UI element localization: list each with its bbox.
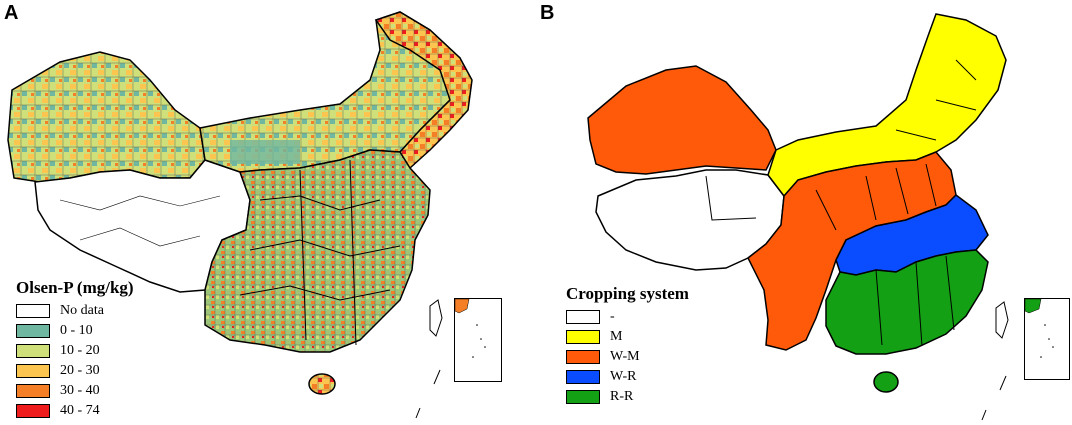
south-china-sea-inset	[1024, 298, 1070, 380]
legend-label: -	[610, 309, 615, 324]
legend-swatch	[566, 330, 600, 344]
legend-label: 30 - 40	[60, 383, 100, 398]
legend-item: R-R	[566, 387, 689, 407]
legend-label: W-M	[610, 349, 640, 364]
legend-label: No data	[60, 303, 104, 318]
panel-a-letter: A	[4, 2, 19, 24]
legend-olsen-p: Olsen-P (mg/kg) No data 0 - 10 10 - 20 2…	[16, 278, 134, 421]
legend-label: R-R	[610, 389, 634, 404]
legend-label: 10 - 20	[60, 343, 100, 358]
legend-swatch	[16, 364, 50, 378]
legend-label: 20 - 30	[60, 363, 100, 378]
legend-swatch	[566, 370, 600, 384]
region-central	[204, 149, 431, 353]
legend-swatch	[16, 384, 50, 398]
hainan-island	[873, 371, 899, 393]
legend-cropping-system: Cropping system - M W-M W-R R-R	[566, 284, 689, 407]
legend-item: W-M	[566, 347, 689, 367]
legend-title: Cropping system	[566, 284, 689, 303]
cropping-system-map	[587, 13, 1009, 421]
hainan-island	[308, 373, 336, 395]
legend-item: 30 - 40	[16, 381, 134, 401]
legend-label: 40 - 74	[60, 403, 100, 418]
legend-swatch	[16, 304, 50, 318]
legend-title: Olsen-P (mg/kg)	[16, 278, 134, 297]
panel-b: B Cropping system - M W-M	[536, 0, 1072, 425]
legend-swatch	[566, 350, 600, 364]
legend-swatch	[16, 344, 50, 358]
region-northwest	[7, 51, 206, 183]
panel-a: A	[4, 2, 502, 421]
legend-label: M	[610, 329, 623, 344]
taiwan-island	[429, 299, 443, 337]
legend-item: 20 - 30	[16, 361, 134, 381]
legend-swatch	[566, 310, 600, 324]
legend-item: 40 - 74	[16, 401, 134, 421]
legend-swatch	[16, 324, 50, 338]
panel-b-letter: B	[540, 2, 555, 24]
legend-item: -	[566, 307, 689, 327]
legend-item: M	[566, 327, 689, 347]
legend-label: W-R	[610, 369, 637, 384]
legend-swatch	[16, 404, 50, 418]
legend-label: 0 - 10	[60, 323, 93, 338]
region-rr	[825, 249, 989, 355]
taiwan-island	[995, 301, 1009, 339]
legend-item: W-R	[566, 367, 689, 387]
legend-item: 10 - 20	[16, 341, 134, 361]
olsen-p-map	[7, 11, 473, 419]
legend-item: 0 - 10	[16, 321, 134, 341]
legend-swatch	[566, 390, 600, 404]
region-wm-northwest	[587, 65, 777, 175]
south-china-sea-inset	[454, 298, 502, 382]
legend-item: No data	[16, 301, 134, 321]
